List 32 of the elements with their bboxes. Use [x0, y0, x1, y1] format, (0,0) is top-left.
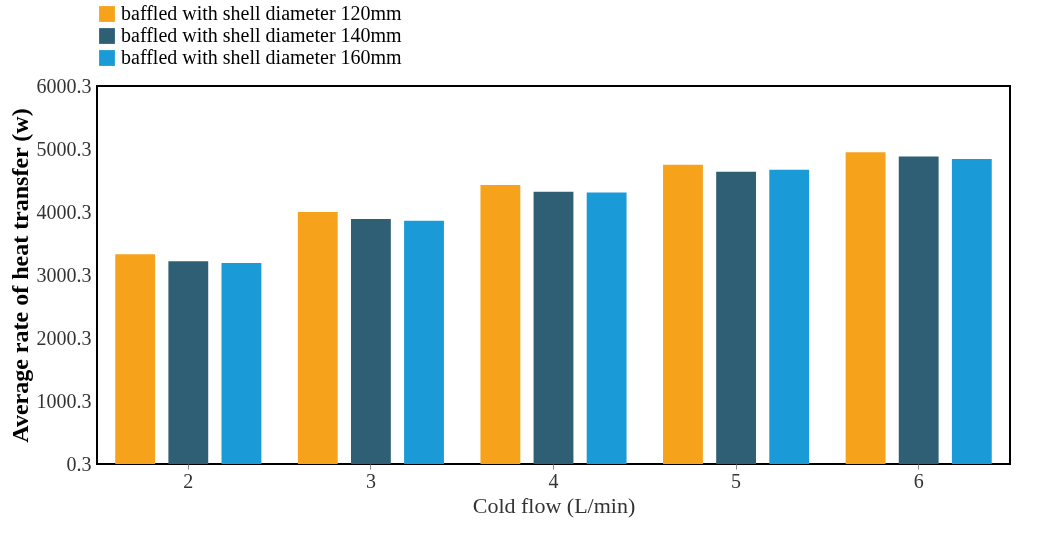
y-tick-label: 6000.3	[36, 74, 92, 97]
y-tick-label: 0.3	[66, 452, 92, 475]
y-axis-title: Average rate of heat transfer (w)	[6, 108, 33, 443]
bar	[586, 192, 627, 464]
bar	[716, 171, 757, 464]
x-tick-label: 2	[183, 469, 194, 492]
bar	[769, 169, 810, 464]
y-tick-label: 4000.3	[36, 200, 92, 223]
bar	[898, 156, 939, 464]
legend-label: baffled with shell diameter 120mm	[121, 2, 403, 24]
bar	[951, 159, 992, 464]
bar	[663, 164, 703, 464]
bar	[533, 191, 574, 464]
legend-label: baffled with shell diameter 160mm	[121, 46, 403, 68]
y-tick-label: 3000.3	[36, 263, 92, 286]
bar	[404, 220, 444, 464]
x-tick-label: 3	[365, 469, 376, 492]
x-axis-title: Cold flow (L/min)	[472, 492, 636, 518]
bar	[168, 261, 209, 464]
y-tick-label: 1000.3	[36, 389, 92, 412]
y-tick-label: 2000.3	[36, 326, 92, 349]
x-tick-label: 6	[913, 469, 924, 492]
y-tick-label: 5000.3	[36, 137, 92, 160]
bar	[350, 218, 391, 464]
bar	[115, 254, 156, 464]
bar	[480, 184, 521, 464]
legend-label: baffled with shell diameter 140mm	[121, 24, 403, 46]
x-tick-label: 5	[731, 469, 742, 492]
bar	[845, 152, 886, 464]
bar	[221, 263, 262, 464]
x-tick-label: 4	[548, 469, 559, 492]
bar	[297, 212, 338, 464]
